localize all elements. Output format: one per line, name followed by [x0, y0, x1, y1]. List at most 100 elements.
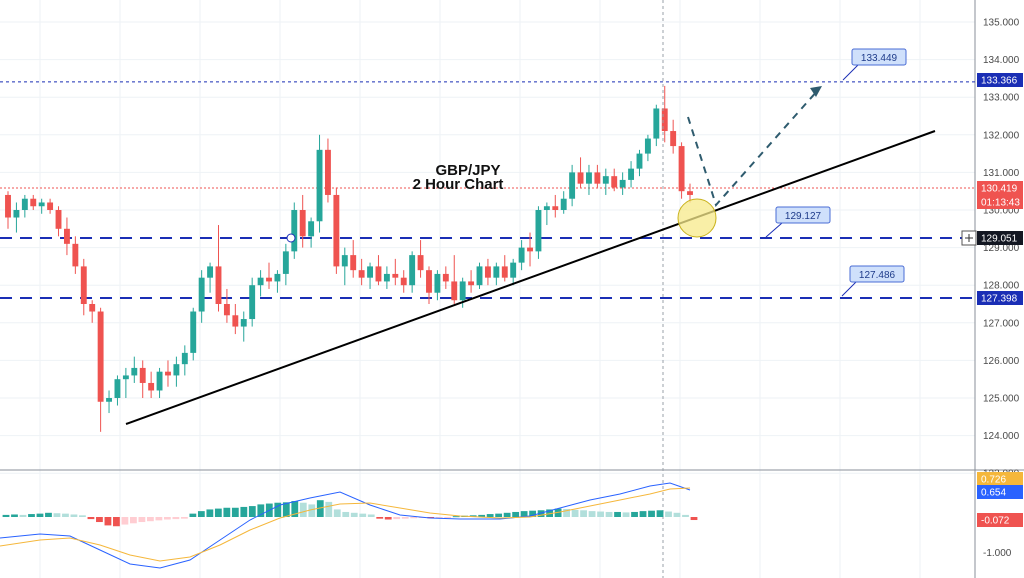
macd-histogram-bar: [87, 517, 95, 520]
hist-value-tag: -0.072: [977, 513, 1023, 527]
price-tag-text: 129.051: [981, 234, 1018, 245]
macd-histogram-bar: [452, 516, 460, 518]
price-tag-text: 0.726: [981, 475, 1006, 486]
price-tag-text: -0.072: [981, 516, 1010, 527]
macd-histogram-bar: [588, 511, 596, 517]
price-tag-text: 133.366: [981, 76, 1018, 87]
macd-histogram-bar: [206, 509, 214, 517]
macd-histogram-bar: [189, 513, 197, 517]
countdown-tag: 01:13:43: [977, 195, 1023, 209]
candle-body: [240, 319, 247, 327]
macd-histogram-bar: [257, 504, 265, 517]
price-tag-text: 130.419: [981, 184, 1018, 195]
price-tick-label: 128.000: [983, 281, 1020, 292]
macd-histogram-bar: [384, 517, 392, 520]
macd-histogram-bar: [70, 514, 78, 517]
macd-histogram-bar: [214, 508, 222, 517]
macd-histogram-bar: [248, 506, 256, 517]
macd-histogram-bar: [155, 517, 163, 521]
macd-histogram-bar: [325, 501, 333, 517]
resistance-price-tag: 133.366: [977, 73, 1023, 87]
macd-histogram-bar: [529, 510, 537, 517]
price-tag-bg: [977, 513, 1023, 527]
candle-body: [249, 285, 256, 320]
macd-histogram-bar: [656, 510, 664, 517]
candle-body: [670, 131, 677, 147]
macd-histogram-bar: [113, 517, 120, 527]
macd-histogram-bar: [503, 512, 511, 517]
macd-histogram-bar: [546, 509, 554, 517]
macd-histogram-bar: [520, 511, 528, 517]
macd-histogram-bar: [410, 517, 418, 519]
macd-histogram-bar: [495, 513, 503, 517]
trend-line: [125, 130, 936, 425]
resistance-callout: 133.449: [842, 48, 907, 81]
callout-tail: [765, 222, 783, 238]
candle-body: [527, 247, 533, 252]
candle-body: [207, 266, 214, 278]
price-tick-label: 134.000: [983, 55, 1020, 66]
callout-label: 129.127: [785, 211, 822, 222]
candle-body: [350, 255, 357, 271]
candle-body: [97, 311, 104, 402]
candle-body: [602, 176, 609, 184]
candle-body: [594, 172, 601, 184]
candle-body: [409, 255, 416, 286]
horizontal-levels: [0, 81, 975, 299]
candle-body: [72, 243, 79, 267]
drawings: 133.449 129.127 127.486: [125, 0, 936, 578]
price-tick-label: 131.000: [983, 168, 1020, 179]
macd-histogram-bar: [435, 517, 443, 518]
candle-body: [392, 273, 399, 278]
projection-path: [687, 89, 819, 207]
macd-histogram-bar: [665, 511, 672, 517]
candle-body: [55, 210, 62, 229]
level-callout-1: 129.127: [765, 206, 831, 238]
macd-histogram-bar: [19, 514, 27, 517]
macd-histogram-bar: [62, 513, 69, 517]
candle-body: [577, 172, 584, 184]
candle-body: [181, 352, 188, 365]
price-tick-label: 124.000: [983, 431, 1020, 442]
macd-histogram-bar: [291, 501, 299, 517]
candle-body: [560, 198, 567, 210]
candle-body: [47, 202, 54, 210]
candle-body: [232, 315, 239, 327]
candle-body: [257, 277, 264, 286]
macd-histogram-bar: [673, 512, 681, 517]
candle-body: [375, 266, 382, 282]
candle-body: [38, 202, 45, 207]
candle-body: [442, 273, 449, 282]
macd-histogram-bar: [28, 514, 35, 517]
candle-body: [106, 398, 112, 402]
candle-body: [468, 281, 475, 286]
price-tag-bg: [977, 73, 1023, 87]
candle-body: [552, 206, 559, 210]
macd-histogram-bar: [299, 502, 307, 517]
macd-histogram-bar: [53, 513, 61, 517]
candle-body: [678, 146, 685, 192]
macd-histogram-bar: [359, 513, 367, 517]
macd-histogram-bar: [223, 507, 231, 517]
macd-histogram-bar: [639, 511, 647, 517]
candle-body: [215, 266, 222, 304]
candle-body: [653, 108, 660, 139]
candle-body: [148, 382, 155, 391]
candle-body: [325, 149, 331, 195]
candle-body: [316, 149, 323, 222]
candle-body: [198, 277, 205, 312]
price-tick-label: 126.000: [983, 356, 1020, 367]
price-tag-text: 0.654: [981, 488, 1006, 499]
candle-body: [122, 375, 129, 380]
macd-histogram-bar: [172, 517, 180, 520]
candle-body: [173, 364, 180, 376]
macd-histogram-bar: [274, 502, 282, 517]
price-tick-label: 133.000: [983, 93, 1020, 104]
candle-body: [510, 262, 517, 278]
candle-body: [426, 270, 432, 293]
price-tick-label: 130.000: [983, 206, 1020, 217]
price-axis[interactable]: 135.000 134.000 133.000 132.000 131.000 130.0…: [961, 18, 1023, 560]
macd-histogram-bar: [79, 515, 86, 517]
